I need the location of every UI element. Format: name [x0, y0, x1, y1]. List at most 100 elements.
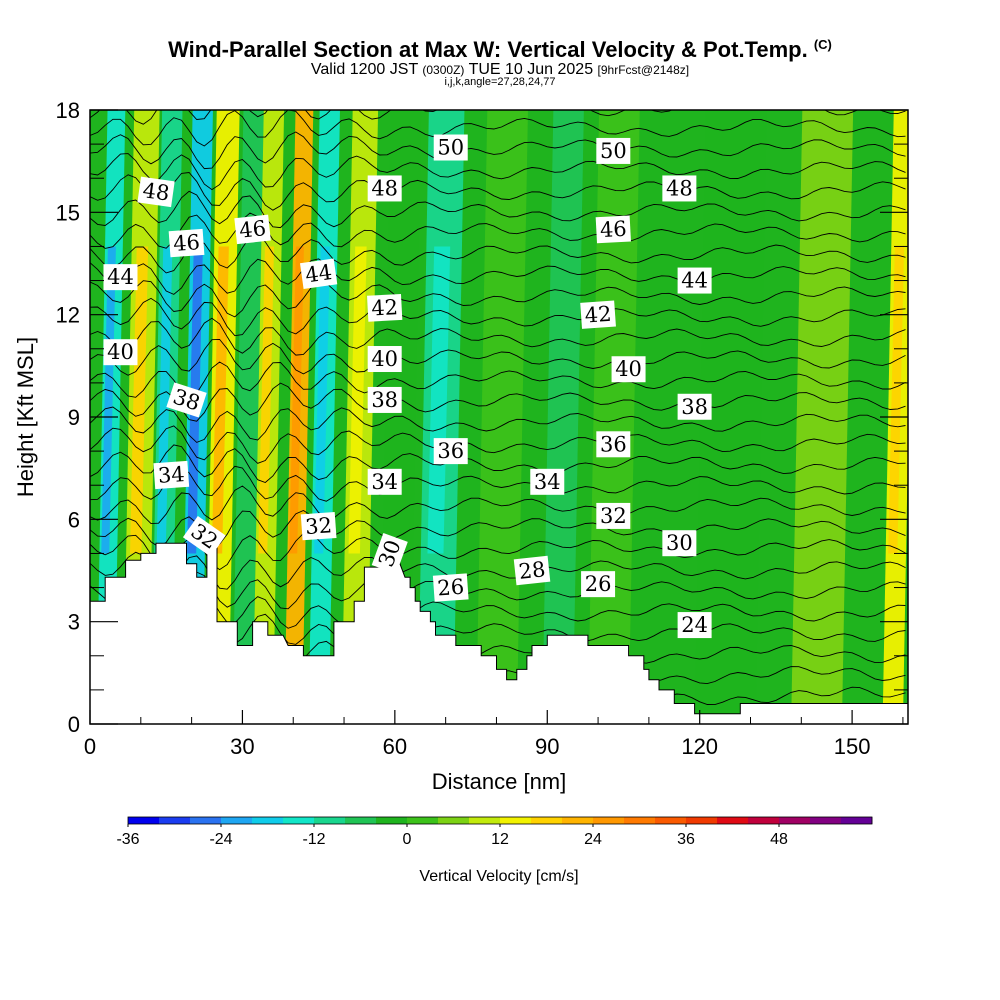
contour-label-text: 48	[666, 176, 693, 200]
contour-label-text: 44	[304, 260, 334, 287]
contour-label-bg	[153, 460, 190, 490]
velocity-core	[211, 246, 229, 554]
theta-contour	[90, 317, 906, 356]
contour-label-bg	[367, 468, 402, 495]
colorbar-swatch	[407, 817, 439, 824]
colorbar-swatch	[593, 817, 625, 824]
contour-label-bg	[103, 264, 138, 291]
contour-label-bg	[677, 393, 712, 420]
contour-label-text: 48	[371, 176, 398, 200]
contour-label: 44	[677, 267, 712, 294]
x-tick-label: 60	[383, 734, 407, 759]
colorbar-swatch	[531, 817, 563, 824]
contour-label-bg	[103, 339, 138, 366]
x-tick-label: 0	[84, 734, 96, 759]
contour-label-text: 40	[615, 357, 642, 381]
contour-label: 38	[677, 393, 712, 420]
theta-contour	[90, 485, 906, 525]
velocity-core	[130, 246, 149, 554]
contour-label-bg	[367, 346, 402, 373]
contour-label-text: 28	[517, 557, 546, 584]
contour-label: 32	[300, 512, 337, 541]
theta-contour	[90, 406, 906, 443]
contour-label: 42	[580, 300, 616, 329]
theta-contour	[90, 465, 906, 502]
contour-label-text: 34	[371, 470, 398, 494]
colorbar-swatch	[128, 817, 160, 824]
contour-label: 26	[432, 573, 469, 602]
colorbar: -36 -24 -12 0 12 24 36 48	[116, 816, 873, 848]
contour-label-text: 40	[107, 340, 134, 364]
colorbar-swatch	[438, 817, 470, 824]
contour-label: 48	[662, 175, 697, 202]
contour-label-bg	[611, 356, 646, 383]
velocity-band	[232, 110, 264, 724]
velocity-core	[888, 246, 905, 554]
contour-label-text: 44	[107, 265, 134, 289]
velocity-core	[101, 246, 116, 554]
theta-contour	[90, 532, 906, 571]
contour-label-text: 46	[238, 216, 267, 243]
colorbar-swatch	[190, 817, 222, 824]
grid-indices: i,j,k,angle=27,28,24,77	[444, 76, 556, 88]
theta-contour	[90, 444, 906, 484]
theta-contour	[90, 258, 906, 295]
contour-label: 40	[611, 356, 646, 383]
contour-label: 36	[433, 438, 468, 465]
contour-label-bg	[595, 215, 631, 244]
theta-contour	[90, 172, 906, 211]
theta-contour	[90, 361, 906, 398]
contour-label-text: 46	[599, 217, 627, 242]
y-tick-label: 15	[56, 200, 80, 225]
colorbar-swatch	[655, 817, 687, 824]
colorbar-swatch	[283, 817, 315, 824]
contour-label: 48	[137, 176, 175, 208]
theta-contour	[90, 551, 906, 590]
contour-label-bg	[234, 214, 271, 245]
y-tick-label: 12	[56, 303, 80, 328]
forecast-run: [9hrFcst@2148z]	[597, 63, 690, 77]
contour-label-bg	[662, 175, 697, 202]
colorbar-swatch	[469, 817, 501, 824]
contour-label-bg	[662, 530, 697, 557]
y-axis-label: Height [Kft MSL]	[13, 337, 38, 497]
contour-label: 46	[168, 228, 205, 258]
contour-label-text: 26	[585, 572, 612, 596]
contour-label-text: 26	[437, 575, 465, 601]
colorbar-tick-label: -36	[116, 831, 139, 848]
contour-label-text: 50	[437, 136, 464, 160]
colorbar-swatch	[624, 817, 656, 824]
contour-label-bg	[581, 571, 616, 598]
colorbar-swatch	[717, 817, 749, 824]
x-tick-label: 30	[230, 734, 254, 759]
colorbar-tick-label: -12	[302, 831, 325, 848]
chart-subtitle: Valid 1200 JST (0300Z) TUE 10 Jun 2025 […	[0, 61, 1000, 79]
colorbar-swatch	[810, 817, 842, 824]
colorbar-swatch	[314, 817, 346, 824]
colorbar-swatch	[221, 817, 253, 824]
chart-title-text: Wind-Parallel Section at Max W: Vertical…	[168, 37, 808, 62]
y-tick-label: 9	[68, 405, 80, 430]
contour-label-text: 32	[600, 504, 627, 528]
contour-label-bg	[677, 267, 712, 294]
theta-contour	[90, 190, 906, 229]
colorbar-swatch	[345, 817, 377, 824]
theta-contour	[90, 110, 906, 147]
x-tick-label: 90	[535, 734, 559, 759]
contour-label-bg	[433, 134, 468, 161]
contour-label-bg	[513, 555, 551, 586]
x-axis-label: Distance [nm]	[432, 769, 567, 794]
contour-label-bg	[367, 386, 402, 413]
theta-contour	[90, 153, 906, 191]
theta-contour	[90, 212, 906, 249]
velocity-core	[427, 246, 451, 554]
contour-label: 34	[153, 460, 190, 490]
valid-time: Valid 1200 JST	[310, 61, 418, 78]
contour-label: 48	[367, 175, 402, 202]
x-tick-label: 120	[681, 734, 718, 759]
y-tick-label: 3	[68, 610, 80, 635]
theta-contour	[90, 131, 906, 170]
contour-label: 28	[513, 555, 551, 586]
colorbar-swatch	[252, 817, 284, 824]
